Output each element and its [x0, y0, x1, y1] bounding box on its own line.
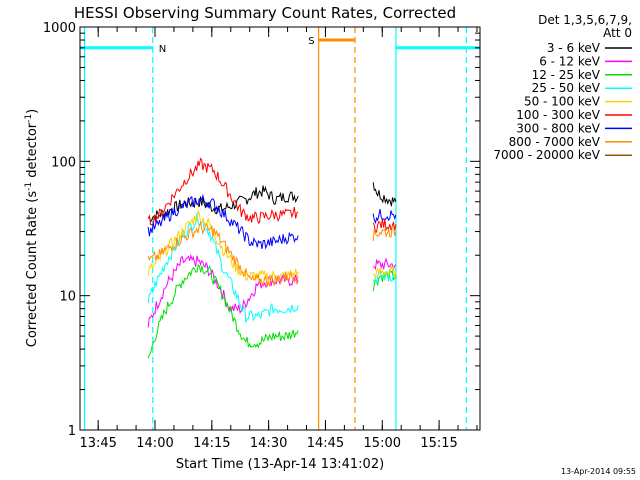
legend-label: 3 - 6 keV	[547, 41, 601, 55]
x-tick-label: 13:45	[79, 436, 116, 451]
x-tick-label: 14:15	[193, 436, 230, 451]
y-tick-label: 100	[51, 155, 76, 170]
y-label-main: Corrected Count Rate (s	[25, 191, 40, 348]
timestamp: 13-Apr-2014 09:55	[561, 467, 636, 476]
series-line	[372, 265, 397, 280]
y-label-sup1: -1	[24, 182, 34, 191]
interval-layer: NS	[80, 36, 480, 55]
x-tick-label: 15:15	[420, 436, 457, 451]
x-axis: 13:45 14:00 14:15 14:30 14:45 15:00 15:15	[79, 27, 478, 451]
legend-header-line1: Det 1,3,5,6,7,9,	[538, 13, 632, 27]
x-tick-label: 14:30	[250, 436, 287, 451]
y-axis-label: Corrected Count Rate (s-1 detector-1)	[24, 109, 40, 347]
y-label-mid: detector	[25, 122, 40, 182]
plot-frame	[79, 26, 481, 431]
x-tick-label: 14:45	[307, 436, 344, 451]
legend-label: 7000 - 20000 keV	[493, 148, 600, 162]
legend-label: 800 - 7000 keV	[509, 135, 601, 149]
legend-header-line2: Att 0	[603, 26, 632, 40]
x-tick-label: 14:00	[136, 436, 173, 451]
series-line	[147, 213, 299, 323]
legend-label: 25 - 50 keV	[532, 81, 601, 95]
x-tick-label: 15:00	[364, 436, 401, 451]
series-line	[147, 263, 299, 359]
series-line	[372, 182, 397, 207]
series-line	[373, 257, 397, 272]
interval-label: S	[308, 36, 314, 47]
y-label-end: )	[25, 109, 40, 114]
series-line	[147, 209, 299, 282]
x-axis-label: Start Time (13-Apr-14 13:41:02)	[176, 457, 384, 472]
series-line	[372, 209, 397, 225]
legend-label: 100 - 300 keV	[516, 108, 600, 122]
interval-label: N	[159, 44, 166, 55]
legend-label: 50 - 100 keV	[524, 95, 601, 109]
y-axis: 1 10 100 1000	[43, 21, 480, 439]
y-tick-label: 1	[68, 424, 76, 439]
y-label-sup2: -1	[24, 114, 34, 123]
chart-title: HESSI Observing Summary Count Rates, Cor…	[74, 4, 456, 22]
series-line	[372, 224, 397, 242]
series-layer	[147, 157, 397, 359]
y-tick-label: 1000	[43, 21, 76, 36]
series-line	[147, 193, 299, 250]
legend-label: 12 - 25 keV	[532, 68, 601, 82]
series-line	[147, 253, 299, 328]
vline-layer	[83, 27, 467, 430]
series-line	[147, 220, 299, 288]
series-line	[147, 157, 299, 226]
y-tick-label: 10	[59, 290, 76, 305]
legend-label: 300 - 800 keV	[516, 121, 600, 135]
legend-label: 6 - 12 keV	[539, 54, 601, 68]
series-line	[372, 268, 397, 284]
